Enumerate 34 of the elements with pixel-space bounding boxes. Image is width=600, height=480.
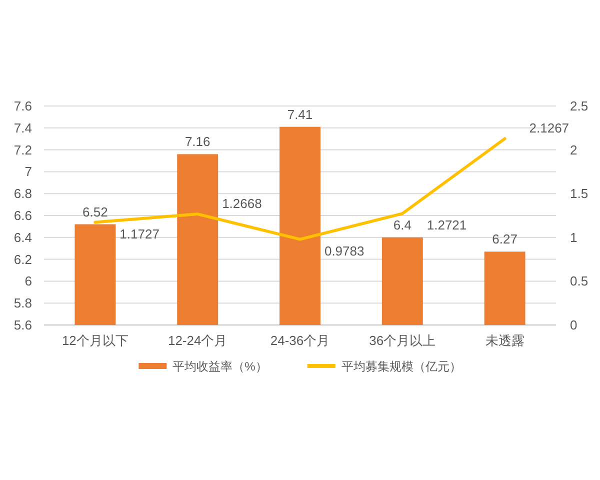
x-tick-label: 24-36个月 [270, 333, 330, 348]
y-tick-label: 6.6 [14, 208, 32, 223]
data-label: 1.1727 [120, 226, 160, 242]
y-tick-label: 7.2 [14, 142, 32, 158]
y2-tick-label: 2.5 [570, 98, 588, 114]
x-tick-label: 12个月以下 [62, 333, 128, 348]
data-label: 7.41 [287, 106, 313, 122]
legend-label: 平均收益率（%） [172, 360, 268, 374]
y-tick-label: 5.6 [14, 318, 32, 332]
y2-tick-label: 1 [570, 230, 578, 245]
data-label: 7.16 [184, 134, 210, 150]
y-tick-label: 6.2 [14, 252, 32, 267]
legend-label: 平均募集规模（亿元） [341, 360, 462, 374]
data-label: 6.4 [393, 217, 412, 232]
x-tick-label: 36个月以上 [369, 333, 436, 348]
data-label: 1.2668 [222, 196, 262, 212]
x-tick-label: 12-24个月 [168, 333, 228, 348]
y2-tick-label: 0 [570, 318, 578, 332]
x-tick-label: 未透露 [485, 333, 524, 348]
y-tick-label: 6 [24, 274, 32, 289]
y-tick-label: 7.6 [14, 98, 32, 114]
y2-tick-label: 2 [570, 142, 578, 158]
y-tick-label: 5.8 [14, 296, 32, 311]
data-label: 1.2721 [426, 218, 467, 233]
y-tick-label: 6.4 [14, 230, 32, 245]
data-label: 6.52 [82, 204, 108, 220]
data-label: 0.9783 [324, 243, 364, 258]
y-tick-label: 6.8 [14, 186, 32, 202]
y2-tick-label: 0.5 [570, 274, 588, 289]
y-tick-label: 7.4 [14, 120, 32, 136]
y-tick-label: 7 [24, 164, 32, 180]
data-label: 6.27 [492, 232, 518, 247]
y2-tick-label: 1.5 [570, 186, 588, 202]
data-label: 2.1267 [529, 120, 570, 136]
